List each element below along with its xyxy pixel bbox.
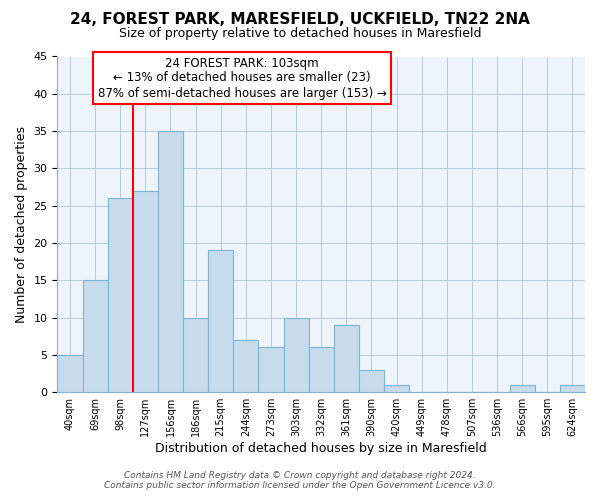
Y-axis label: Number of detached properties: Number of detached properties	[15, 126, 28, 323]
Bar	[183, 318, 208, 392]
Bar	[58, 355, 83, 392]
Bar	[107, 198, 133, 392]
X-axis label: Distribution of detached houses by size in Maresfield: Distribution of detached houses by size …	[155, 442, 487, 455]
Bar	[208, 250, 233, 392]
Bar	[334, 325, 359, 392]
Bar	[83, 280, 107, 392]
Bar	[560, 384, 585, 392]
Bar	[259, 348, 284, 392]
Text: 24 FOREST PARK: 103sqm
← 13% of detached houses are smaller (23)
87% of semi-det: 24 FOREST PARK: 103sqm ← 13% of detached…	[98, 56, 386, 100]
Bar	[133, 191, 158, 392]
Bar	[359, 370, 384, 392]
Text: Contains HM Land Registry data © Crown copyright and database right 2024.
Contai: Contains HM Land Registry data © Crown c…	[104, 470, 496, 490]
Bar	[284, 318, 308, 392]
Bar	[233, 340, 259, 392]
Text: 24, FOREST PARK, MARESFIELD, UCKFIELD, TN22 2NA: 24, FOREST PARK, MARESFIELD, UCKFIELD, T…	[70, 12, 530, 28]
Bar	[384, 384, 409, 392]
Text: Size of property relative to detached houses in Maresfield: Size of property relative to detached ho…	[119, 28, 481, 40]
Bar	[308, 348, 334, 392]
Bar	[509, 384, 535, 392]
Bar	[158, 131, 183, 392]
